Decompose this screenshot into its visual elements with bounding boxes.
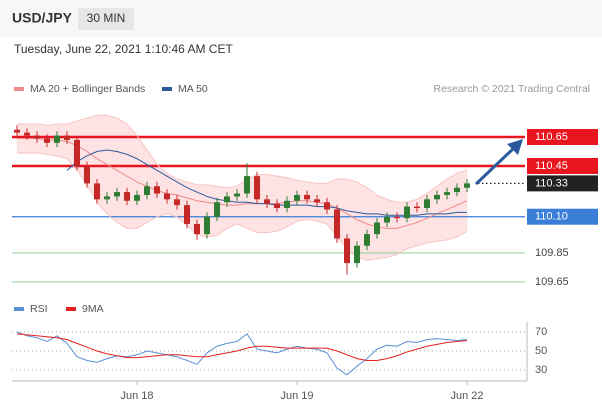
candle-body <box>394 216 400 219</box>
candle-body <box>384 216 390 223</box>
candle-body <box>234 193 240 197</box>
interval[interactable]: 30 MIN <box>87 11 126 25</box>
candle-body <box>184 205 190 224</box>
candle-body <box>424 199 430 209</box>
candle-body <box>294 194 300 201</box>
candle-body <box>164 193 170 200</box>
candle-body <box>24 132 30 136</box>
candle-body <box>94 183 100 200</box>
level-tag <box>527 175 598 192</box>
legend-label: MA 50 <box>178 83 208 95</box>
x-tick-label: Jun 19 <box>280 390 313 402</box>
x-tick-label: Jun 22 <box>450 390 483 402</box>
candle-body <box>54 135 60 143</box>
level-tag <box>527 128 598 145</box>
bollinger-band <box>446 172 458 241</box>
candle-body <box>194 223 200 235</box>
level-label: 110.10 <box>535 211 568 223</box>
bollinger-upper <box>17 114 468 203</box>
candle-body <box>64 135 70 140</box>
candle-body <box>314 199 320 203</box>
candle-body <box>224 196 230 203</box>
symbol: USD/JPY <box>12 10 73 26</box>
legend-label: MA 20 + Bollinger Bands <box>30 83 145 95</box>
candle-body <box>434 194 440 200</box>
y-tick-label: 70 <box>535 326 547 338</box>
candle-body <box>264 199 270 204</box>
level-tag <box>527 208 598 225</box>
level-label: 110.65 <box>535 131 568 143</box>
candle-body <box>134 194 140 201</box>
bollinger-lower <box>17 152 468 261</box>
bollinger-band <box>126 123 138 229</box>
level-tag <box>527 157 598 174</box>
bollinger-band <box>106 114 118 224</box>
bollinger-band <box>136 134 148 229</box>
candle-body <box>454 187 460 193</box>
candle-body <box>364 234 370 246</box>
candle-body <box>154 186 160 194</box>
legend-label: RSI <box>30 303 48 315</box>
interval-chip[interactable] <box>78 8 134 30</box>
candle-body <box>244 176 250 194</box>
x-tick-label: Jun 18 <box>120 390 153 402</box>
legend-swatch <box>66 307 76 311</box>
bollinger-band <box>456 170 468 238</box>
candle-body <box>204 216 210 235</box>
candle-body <box>144 186 150 195</box>
bollinger-band <box>226 185 238 229</box>
credit: Research © 2021 Trading Central <box>433 83 590 95</box>
legend-swatch <box>162 87 172 91</box>
candle-body <box>444 192 450 195</box>
candle-body <box>14 129 20 133</box>
candle-body <box>354 245 360 264</box>
candle-body <box>284 200 290 209</box>
candle-body <box>214 202 220 217</box>
candle-body <box>324 202 330 210</box>
ma-line <box>17 137 468 229</box>
candle-body <box>304 194 310 200</box>
candle-body <box>74 139 80 166</box>
timestamp: Tuesday, June 22, 2021 1:10:46 AM CET <box>14 42 233 56</box>
legend-swatch <box>14 307 24 311</box>
level-label: 110.33 <box>535 177 568 189</box>
candle-body <box>124 192 130 201</box>
candle-body <box>344 238 350 264</box>
legend-swatch <box>14 87 24 91</box>
forecast-arrowhead <box>507 139 523 155</box>
rsi-line <box>16 333 468 361</box>
candle-body <box>34 135 40 139</box>
candle-body <box>374 222 380 235</box>
candle-body <box>404 206 410 219</box>
candle-body <box>114 192 120 197</box>
candle-body <box>174 199 180 206</box>
forecast-arrow <box>474 145 517 186</box>
candle-body <box>334 209 340 239</box>
candle-body <box>254 176 260 200</box>
y-tick-label: 50 <box>535 345 547 357</box>
candle-body <box>104 196 110 200</box>
level-label: 110.45 <box>535 160 568 172</box>
candle-body <box>84 165 90 184</box>
level-label: 109.85 <box>535 247 569 259</box>
legend-label: 9MA <box>82 303 104 315</box>
candle-body <box>464 183 470 188</box>
candle-body <box>44 138 50 143</box>
candle-body <box>414 206 420 209</box>
rsi-line <box>16 331 468 376</box>
candle-body <box>274 203 280 209</box>
level-label: 109.65 <box>535 276 569 288</box>
y-tick-label: 30 <box>535 364 547 376</box>
